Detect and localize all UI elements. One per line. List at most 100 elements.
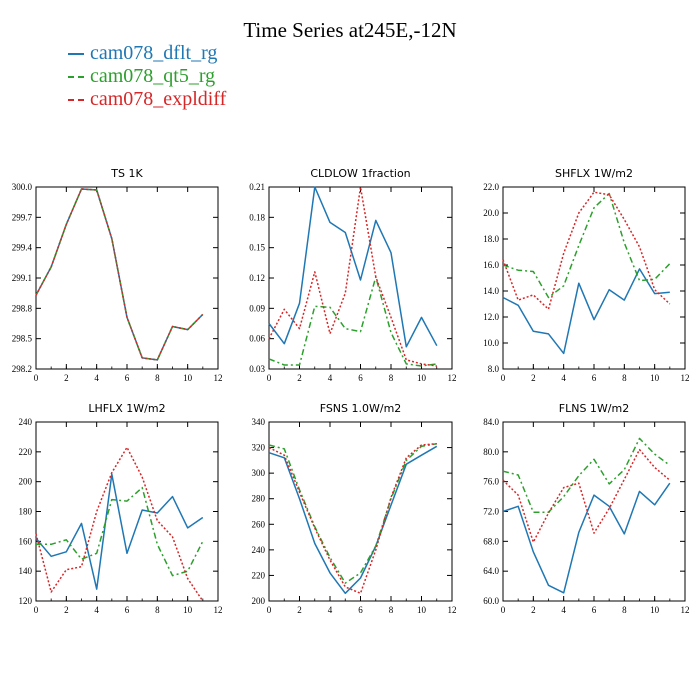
x-tick-label: 4 — [94, 605, 99, 615]
x-tick-label: 0 — [267, 373, 272, 383]
legend-label-qt5: cam078_qt5_rg — [90, 65, 216, 87]
y-tick-label: 64.0 — [483, 566, 499, 576]
y-tick-label: 299.1 — [12, 273, 32, 283]
series-line-cam078_dflt_rg — [35, 473, 204, 590]
x-tick-label: 10 — [417, 605, 427, 615]
y-tick-label: 200 — [19, 477, 33, 487]
panel-frame — [502, 186, 686, 370]
x-tick-label: 4 — [328, 373, 333, 383]
x-tick-label: 10 — [417, 373, 427, 383]
y-tick-label: 340 — [252, 417, 266, 427]
x-tick-label: 12 — [681, 605, 690, 615]
x-tick-label: 2 — [64, 605, 69, 615]
x-tick-label: 8 — [389, 373, 394, 383]
legend-swatch-qt5 — [68, 75, 84, 78]
legend-label-dflt: cam078_dflt_rg — [90, 42, 218, 64]
series-line-cam078_expldiff — [35, 188, 204, 361]
chart-panel-4: FSNS 1.0W/m2 0 2 4 6 8 10 12 200 220 240 260 280 300 3… — [252, 402, 457, 615]
y-tick-label: 0.21 — [249, 182, 265, 192]
y-tick-label: 220 — [19, 447, 33, 457]
x-tick-label: 6 — [125, 605, 130, 615]
series-line-cam078_qt5_rg — [35, 188, 204, 361]
legend-item-expldiff: cam078_expldiff — [68, 88, 226, 111]
panel-frame — [35, 186, 219, 370]
x-tick-label: 8 — [155, 605, 160, 615]
y-tick-label: 298.2 — [12, 364, 32, 374]
x-tick-label: 0 — [501, 373, 506, 383]
series-line-cam078_qt5_rg — [268, 442, 437, 584]
panel-title: LHFLX 1W/m2 — [88, 402, 165, 415]
y-tick-label: 299.4 — [12, 243, 33, 253]
series-line-cam078_dflt_rg — [502, 482, 671, 594]
y-tick-label: 160 — [19, 536, 33, 546]
y-tick-label: 298.5 — [12, 334, 33, 344]
x-tick-label: 10 — [183, 373, 193, 383]
x-tick-label: 10 — [183, 605, 193, 615]
x-tick-label: 2 — [297, 373, 302, 383]
series-line-cam078_expldiff — [268, 442, 437, 595]
y-tick-label: 299.7 — [12, 212, 33, 222]
y-tick-label: 10.0 — [483, 338, 499, 348]
chart-panel-5: FLNS 1W/m2 0 2 4 6 8 10 12 60.0 64.0 68.0 72.0 76.0 8… — [483, 402, 689, 615]
panel-title: TS 1K — [110, 167, 143, 180]
x-tick-label: 4 — [561, 373, 566, 383]
series-line-cam078_expldiff — [502, 448, 671, 543]
y-tick-label: 280 — [252, 494, 266, 504]
chart-panel-3: LHFLX 1W/m2 0 2 4 6 8 10 12 120 140 160 180 200 220 24… — [19, 402, 223, 615]
series-line-cam078_dflt_rg — [268, 186, 438, 348]
y-tick-label: 300.0 — [12, 182, 33, 192]
x-tick-label: 8 — [155, 373, 160, 383]
x-tick-label: 0 — [34, 373, 39, 383]
x-tick-label: 12 — [448, 605, 457, 615]
x-tick-label: 4 — [561, 605, 566, 615]
x-tick-label: 6 — [592, 605, 597, 615]
x-tick-label: 4 — [94, 373, 99, 383]
legend-item-dflt: cam078_dflt_rg — [68, 42, 226, 65]
y-tick-label: 260 — [252, 519, 266, 529]
series-line-cam078_expldiff — [35, 446, 204, 602]
y-tick-label: 72.0 — [483, 507, 499, 517]
series-line-cam078_dflt_rg — [502, 268, 670, 355]
panel-title: FLNS 1W/m2 — [559, 402, 629, 415]
series-line-cam078_dflt_rg — [35, 188, 204, 361]
panel-title: FSNS 1.0W/m2 — [320, 402, 402, 415]
legend-swatch-expldiff — [68, 98, 84, 101]
x-tick-label: 2 — [64, 373, 69, 383]
panel-frame — [268, 421, 453, 602]
x-tick-label: 8 — [389, 605, 394, 615]
x-tick-label: 12 — [448, 373, 457, 383]
y-tick-label: 0.15 — [249, 243, 265, 253]
panel-title: CLDLOW 1fraction — [310, 167, 410, 180]
y-tick-label: 220 — [252, 570, 266, 580]
series-line-cam078_qt5_rg — [268, 276, 437, 367]
series-line-cam078_dflt_rg — [268, 445, 438, 595]
y-tick-label: 20.0 — [483, 208, 499, 218]
y-tick-label: 120 — [19, 596, 33, 606]
x-tick-label: 4 — [328, 605, 333, 615]
x-tick-label: 12 — [214, 373, 223, 383]
y-tick-label: 320 — [252, 443, 266, 453]
legend-item-qt5: cam078_qt5_rg — [68, 65, 226, 88]
legend-swatch-dflt — [68, 52, 84, 55]
y-tick-label: 80.0 — [483, 447, 499, 457]
x-tick-label: 6 — [358, 605, 363, 615]
series-line-cam078_qt5_rg — [502, 192, 671, 299]
y-tick-label: 14.0 — [483, 286, 499, 296]
y-tick-label: 180 — [19, 507, 33, 517]
y-tick-label: 0.18 — [249, 212, 265, 222]
x-tick-label: 2 — [297, 605, 302, 615]
x-tick-label: 0 — [267, 605, 272, 615]
y-tick-label: 16.0 — [483, 260, 499, 270]
x-tick-label: 6 — [125, 373, 130, 383]
legend-label-expldiff: cam078_expldiff — [90, 88, 227, 110]
x-tick-label: 0 — [501, 605, 506, 615]
x-tick-label: 2 — [531, 373, 536, 383]
y-tick-label: 12.0 — [483, 312, 499, 322]
y-tick-label: 22.0 — [483, 182, 499, 192]
series-line-cam078_expldiff — [502, 191, 671, 310]
y-tick-label: 0.09 — [249, 303, 265, 313]
panel-title: SHFLX 1W/m2 — [555, 167, 633, 180]
x-tick-label: 12 — [214, 605, 223, 615]
y-tick-label: 140 — [19, 566, 33, 576]
